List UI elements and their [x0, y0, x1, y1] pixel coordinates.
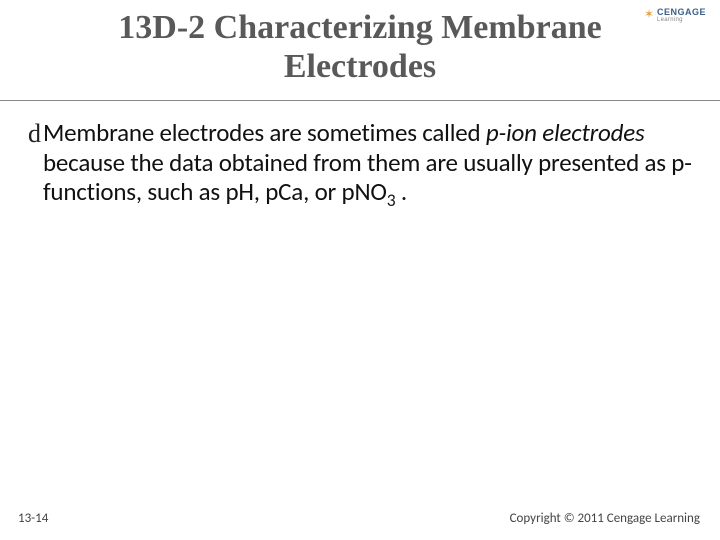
slide-title: 13D-2 Characterizing Membrane Electrodes [50, 8, 670, 86]
title-divider [0, 100, 720, 101]
title-region: 13D-2 Characterizing Membrane Electrodes [0, 8, 720, 86]
body-region: d Membrane electrodes are sometimes call… [28, 118, 692, 207]
slide: CENGAGE Learning 13D-2 Characterizing Me… [0, 0, 720, 540]
bullet-text: Membrane electrodes are sometimes called… [43, 118, 692, 207]
slide-number: 13-14 [18, 511, 48, 526]
bullet-item: d Membrane electrodes are sometimes call… [28, 118, 692, 207]
copyright-text: Copyright © 2011 Cengage Learning [510, 511, 700, 526]
bullet-glyph-icon: d [28, 120, 41, 149]
